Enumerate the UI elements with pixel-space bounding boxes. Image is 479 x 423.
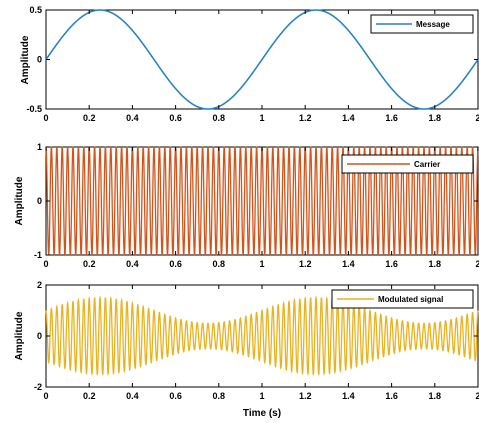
message-x-tick-label: 0 xyxy=(43,113,48,123)
carrier-x-tick-label: 0 xyxy=(43,259,48,269)
modulated-x-tick-label: 0.2 xyxy=(83,391,96,401)
message-panel: 0 0.2 0.4 0.6 0.8 1 1.2 1.4 1.6 1.8 20.50-0.5 Ampl… xyxy=(20,5,479,123)
carrier-ticks: 0 0.2 0.4 0.6 0.8 1 1.2 1.4 1.6 1.8 210-1 xyxy=(34,142,479,269)
message-x-tick-label: 1.4 xyxy=(342,113,355,123)
modulated-legend-label: Modulated signal xyxy=(378,295,443,304)
message-legend-box xyxy=(370,14,474,34)
message-x-tick-label: 0.2 xyxy=(83,113,96,123)
modulated-x-tick-label: 0.6 xyxy=(169,391,182,401)
modulated-y-tick-label: 2 xyxy=(37,280,42,290)
carrier-x-tick-label: 1 xyxy=(259,259,264,269)
modulated-x-tick-label: 1 xyxy=(259,391,264,401)
message-x-tick-label: 0.4 xyxy=(126,113,139,123)
modulated-x-tick-label: 0.4 xyxy=(126,391,139,401)
message-legend: Message xyxy=(370,14,474,34)
carrier-x-tick-label: 0.6 xyxy=(169,259,182,269)
carrier-x-tick-label: 1.8 xyxy=(429,259,442,269)
modulated-x-tick-label: 1.6 xyxy=(385,391,398,401)
message-x-tick-label: 0.6 xyxy=(169,113,182,123)
carrier-y-tick-label: 0 xyxy=(37,196,42,206)
modulated-x-tick-label: 0.8 xyxy=(213,391,226,401)
carrier-x-tick-label: 2 xyxy=(475,259,479,269)
modulated-y-tick-label: -2 xyxy=(34,382,42,392)
modulated-x-tick-label: 0 xyxy=(43,391,48,401)
message-legend-label: Message xyxy=(416,20,450,29)
carrier-x-tick-label: 1.6 xyxy=(385,259,398,269)
carrier-x-tick-label: 1.4 xyxy=(342,259,355,269)
carrier-x-tick-label: 1.2 xyxy=(299,259,312,269)
carrier-y-axis-label: Amplitude xyxy=(14,176,25,225)
message-y-axis-label: Amplitude xyxy=(20,35,31,84)
message-x-tick-label: 1 xyxy=(259,113,264,123)
modulated-ticks: 0 0.2 0.4 0.6 0.8 1 1.2 1.4 1.6 1.8 220-2 xyxy=(34,280,479,401)
message-series-line xyxy=(45,9,479,110)
modulated-panel: 0 0.2 0.4 0.6 0.8 1 1.2 1.4 1.6 1.8 220-2 Amplitud… xyxy=(14,280,479,419)
message-x-tick-label: 1.8 xyxy=(429,113,442,123)
carrier-legend-label: Carrier xyxy=(414,160,440,169)
modulated-y-tick-label: 0 xyxy=(37,331,42,341)
carrier-y-tick-label: -1 xyxy=(34,250,42,260)
modulated-legend: Modulated signal xyxy=(331,289,474,309)
modulated-x-tick-label: 1.4 xyxy=(342,391,355,401)
carrier-y-tick-label: 1 xyxy=(37,142,42,152)
carrier-panel: 0 0.2 0.4 0.6 0.8 1 1.2 1.4 1.6 1.8 210-1 Amplitud… xyxy=(14,142,479,269)
message-y-tick-label: -0.5 xyxy=(26,104,42,114)
modulated-x-tick-label: 2 xyxy=(475,391,479,401)
message-x-tick-label: 1.2 xyxy=(299,113,312,123)
carrier-legend: Carrier xyxy=(341,154,474,174)
message-ticks: 0 0.2 0.4 0.6 0.8 1 1.2 1.4 1.6 1.8 20.50-0.5 xyxy=(26,5,479,123)
carrier-x-tick-label: 0.8 xyxy=(213,259,226,269)
modulated-series-line xyxy=(45,295,479,377)
x-axis-label: Time (s) xyxy=(243,408,281,419)
message-x-tick-label: 1.6 xyxy=(385,113,398,123)
modulated-y-axis-label: Amplitude xyxy=(14,311,25,360)
message-y-tick-label: 0.5 xyxy=(29,5,42,15)
message-x-tick-label: 0.8 xyxy=(213,113,226,123)
modulated-x-tick-label: 1.2 xyxy=(299,391,312,401)
carrier-x-tick-label: 0.4 xyxy=(126,259,139,269)
message-x-tick-label: 2 xyxy=(475,113,479,123)
message-y-tick-label: 0 xyxy=(37,55,42,65)
modulated-legend-box xyxy=(331,289,474,309)
carrier-x-tick-label: 0.2 xyxy=(83,259,96,269)
modulated-x-tick-label: 1.8 xyxy=(429,391,442,401)
